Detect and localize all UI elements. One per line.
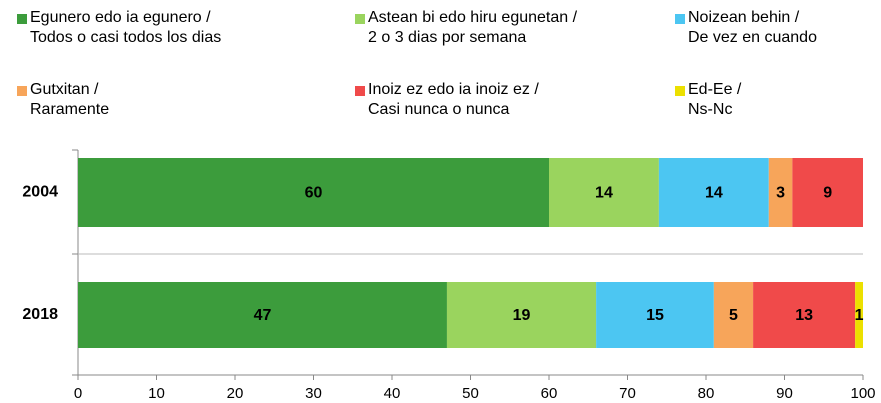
bar-segment <box>78 158 549 227</box>
legend-swatch <box>17 86 27 96</box>
legend-label: Egunero edo ia egunero / Todos o casi to… <box>30 9 222 46</box>
legend-swatch <box>355 86 365 96</box>
x-tick-label: 30 <box>305 385 322 402</box>
data-label: 1 <box>855 307 864 324</box>
data-label: 3 <box>776 185 785 202</box>
bar-segment <box>446 282 597 348</box>
data-label: 5 <box>729 307 738 324</box>
legend-swatch <box>17 14 27 24</box>
x-tick-label: 90 <box>776 385 793 402</box>
x-tick-label: 50 <box>462 385 479 402</box>
legend-label: Gutxitan / Raramente <box>30 81 110 118</box>
category-label: 2004 <box>22 184 58 201</box>
bar-segment <box>713 282 754 348</box>
legend-label: Astean bi edo hiru egunetan / 2 o 3 dias… <box>368 9 578 46</box>
x-tick-label: 20 <box>227 385 244 402</box>
bar-segment <box>658 158 769 227</box>
x-tick-label: 70 <box>619 385 636 402</box>
data-label: 14 <box>705 185 723 202</box>
x-tick-label: 60 <box>541 385 558 402</box>
legend-swatch <box>675 86 685 96</box>
bar-segment <box>596 282 714 348</box>
bar-segment <box>855 282 863 348</box>
data-label: 13 <box>795 307 813 324</box>
legend-swatch <box>355 14 365 24</box>
x-tick-label: 80 <box>698 385 715 402</box>
bar-segment <box>792 158 863 227</box>
bar-segment <box>78 282 447 348</box>
data-label: 60 <box>305 185 323 202</box>
data-label: 47 <box>254 307 272 324</box>
data-label: 14 <box>595 185 613 202</box>
legend-label: Ed-Ee / Ns-Nc <box>688 81 742 118</box>
bar-segment <box>768 158 793 227</box>
legend-swatch <box>675 14 685 24</box>
legend-label: Noizean behin / De vez en cuando <box>688 9 817 46</box>
bar-segment <box>549 158 659 227</box>
legend-label: Inoiz ez edo ia inoiz ez / Casi nunca o … <box>368 81 539 118</box>
data-label: 15 <box>646 307 664 324</box>
category-label: 2018 <box>22 306 58 323</box>
x-tick-label: 100 <box>850 385 875 402</box>
x-tick-label: 10 <box>148 385 165 402</box>
bar-segment <box>753 282 856 348</box>
data-label: 19 <box>513 307 531 324</box>
x-tick-label: 40 <box>384 385 401 402</box>
x-tick-label: 0 <box>74 385 82 402</box>
data-label: 9 <box>823 185 832 202</box>
